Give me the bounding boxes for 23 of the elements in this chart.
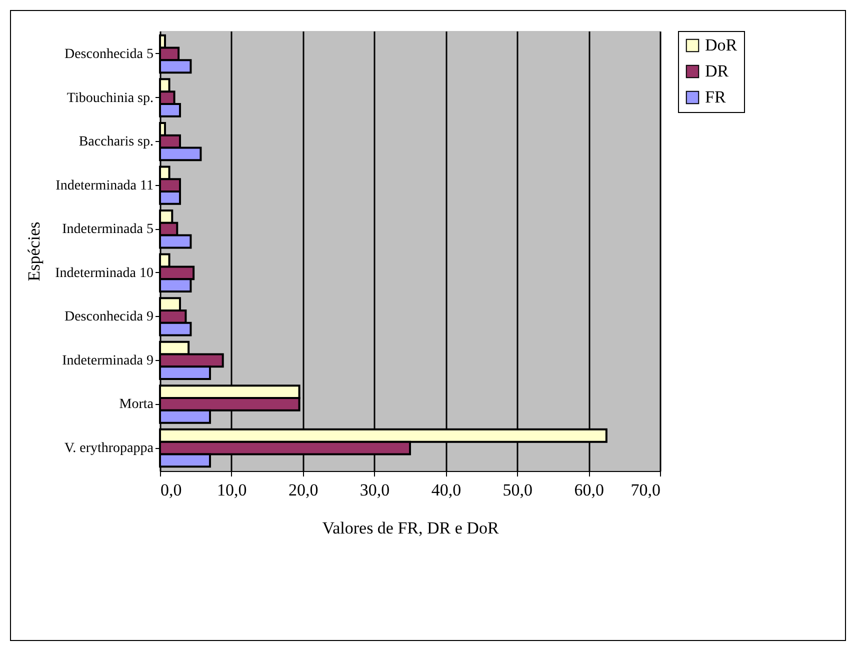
legend-label: DoR xyxy=(705,36,738,54)
x-tick-label: 20,0 xyxy=(288,480,318,500)
y-tick-label: Indeterminada 5 xyxy=(62,222,154,238)
y-axis-title: Espécies xyxy=(24,222,44,282)
y-tick-label: Desconhecida 9 xyxy=(64,310,154,325)
y-tick-label: V. erythropappa xyxy=(64,441,154,456)
x-tick-label: 0,0 xyxy=(160,480,182,500)
x-tick-label: 40,0 xyxy=(431,480,462,500)
y-tick-label: Morta xyxy=(119,397,154,412)
x-tick-label: 30,0 xyxy=(360,480,390,500)
legend-label: FR xyxy=(705,88,726,106)
y-tick-label: Indeterminada 10 xyxy=(55,266,154,281)
y-tick-label: Baccharis sp. xyxy=(78,134,154,150)
x-tick-label: 10,0 xyxy=(217,480,247,500)
x-axis-title: Valores de FR, DR e DoR xyxy=(322,518,500,538)
x-tick-label: 60,0 xyxy=(574,480,604,500)
legend-label: DR xyxy=(705,62,730,80)
y-tick-label: Indeterminada 9 xyxy=(62,353,154,368)
y-tick-label: Desconhecida 5 xyxy=(64,46,154,62)
y-tick-label: Tibouchinia sp. xyxy=(66,90,154,106)
y-tick-label: Indeterminada 11 xyxy=(56,178,154,194)
x-tick-label: 70,0 xyxy=(630,480,660,500)
x-tick-label: 50,0 xyxy=(502,480,533,500)
